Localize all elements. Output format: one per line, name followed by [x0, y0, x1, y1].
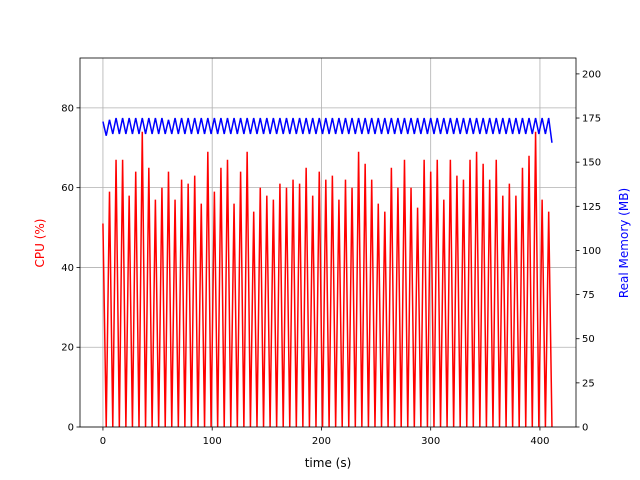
x-axis-label: time (s) — [305, 456, 352, 470]
line-series — [102, 117, 553, 143]
y2-tick-label: 175 — [582, 114, 601, 125]
x-tick-label: 300 — [421, 436, 440, 447]
y-tick-label: 20 — [61, 343, 74, 354]
y2-tick-label: 150 — [582, 158, 601, 169]
x-tick-label: 100 — [203, 436, 222, 447]
y-axis-label: CPU (%) — [33, 219, 47, 268]
y2-tick-label: 125 — [582, 202, 601, 213]
y2-tick-label: 75 — [582, 290, 595, 301]
x-tick-label: 0 — [100, 436, 106, 447]
line-series — [102, 131, 553, 428]
y-tick-label: 40 — [61, 263, 74, 274]
y-tick-label: 60 — [61, 183, 74, 194]
y2-axis-label: Real Memory (MB) — [617, 188, 631, 298]
y2-tick-label: 100 — [582, 246, 601, 257]
y2-tick-label: 0 — [582, 423, 588, 434]
y2-tick-label: 50 — [582, 334, 595, 345]
plot-frame — [79, 57, 577, 428]
y2-tick-label: 25 — [582, 378, 595, 389]
y2-tick-label: 200 — [582, 69, 601, 80]
x-tick-label: 400 — [530, 436, 549, 447]
x-tick-label: 200 — [312, 436, 331, 447]
y-tick-label: 80 — [61, 103, 74, 114]
y-tick-label: 0 — [68, 423, 74, 434]
